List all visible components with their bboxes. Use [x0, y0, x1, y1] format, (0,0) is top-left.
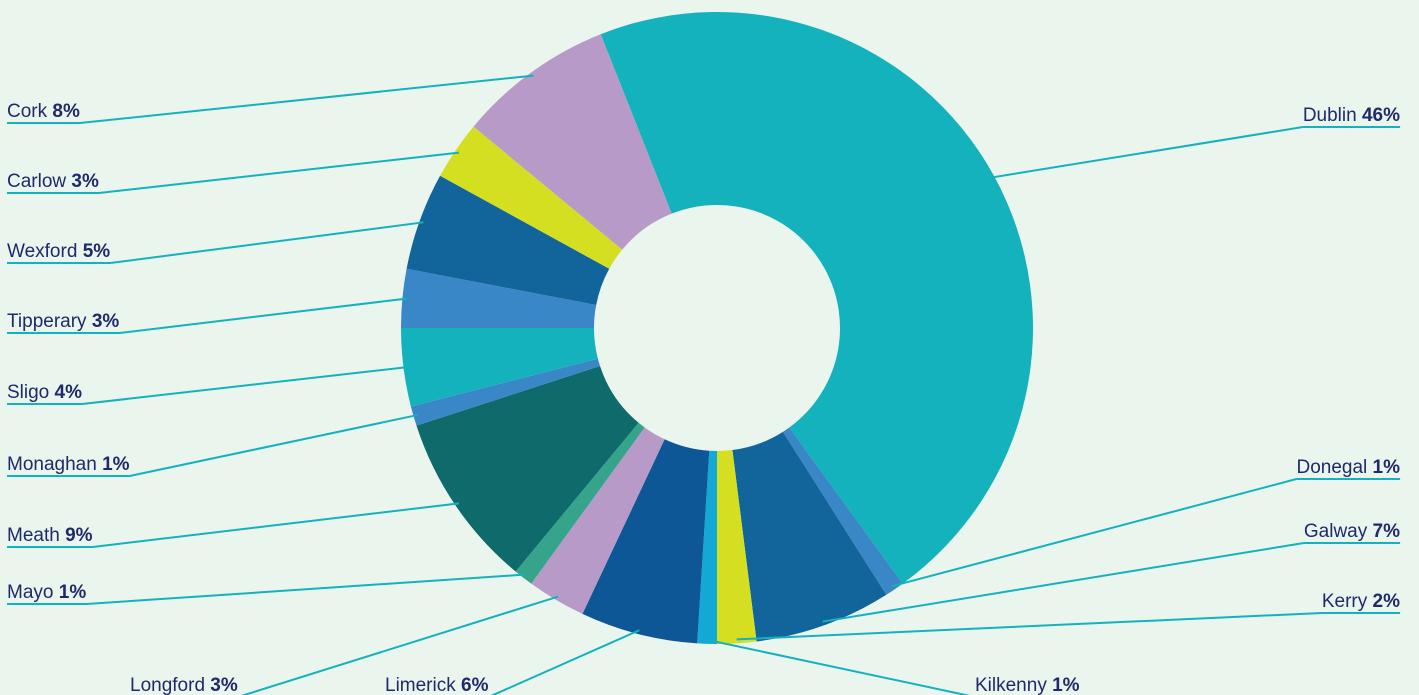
- slice-label: Donegal 1%: [1296, 457, 1400, 478]
- leader-line: [990, 126, 1401, 179]
- leader-line: [892, 478, 1401, 588]
- donut-segment: [732, 431, 887, 642]
- leader-line: [7, 502, 460, 549]
- slice-name: Tipperary: [7, 311, 87, 332]
- slice-value: 5%: [83, 241, 111, 262]
- leader-line: [7, 297, 407, 335]
- slice-name: Kerry: [1322, 591, 1368, 612]
- donut-segment: [406, 175, 610, 305]
- donut-segment: [416, 366, 639, 572]
- slice-label: Limerick 6%: [385, 675, 489, 695]
- slice-value: 2%: [1373, 591, 1401, 612]
- slice-label: Carlow 3%: [7, 171, 99, 192]
- slice-value: 8%: [52, 101, 80, 122]
- slice-label: Dublin 46%: [1303, 105, 1400, 126]
- slice-value: 1%: [102, 454, 130, 475]
- slice-value: 9%: [65, 525, 93, 546]
- slice-name: Carlow: [7, 171, 66, 192]
- slice-label: Meath 9%: [7, 525, 93, 546]
- slice-name: Dublin: [1303, 105, 1357, 126]
- slice-name: Limerick: [385, 675, 456, 695]
- slice-name: Meath: [7, 525, 60, 546]
- donut-segment: [401, 268, 597, 328]
- donut-segment: [582, 439, 710, 644]
- donut-segment: [473, 34, 672, 250]
- slice-name: Monaghan: [7, 454, 97, 475]
- slice-name: Cork: [7, 101, 48, 122]
- slice-label: Galway 7%: [1304, 521, 1400, 542]
- slice-value: 1%: [1373, 457, 1401, 478]
- slice-value: 3%: [92, 311, 120, 332]
- slice-name: Galway: [1304, 521, 1368, 542]
- donut-segment: [401, 328, 598, 407]
- slice-name: Longford: [130, 675, 205, 695]
- leader-line: [822, 542, 1401, 623]
- slice-name: Donegal: [1296, 457, 1367, 478]
- leader-line: [736, 612, 1401, 641]
- donut-segment: [697, 450, 717, 644]
- donut-segment: [515, 422, 645, 584]
- donut-segment: [531, 427, 665, 614]
- leader-line: [7, 414, 418, 478]
- leader-line: [7, 151, 460, 195]
- slice-value: 1%: [59, 582, 87, 603]
- slice-label: Kilkenny 1%: [975, 675, 1080, 695]
- leader-line: [7, 366, 408, 406]
- slice-value: 7%: [1373, 521, 1401, 542]
- slice-value: 46%: [1362, 105, 1400, 126]
- slice-label: Mayo 1%: [7, 582, 86, 603]
- slice-label: Tipperary 3%: [7, 311, 119, 332]
- slice-label: Cork 8%: [7, 101, 80, 122]
- slice-value: 4%: [55, 382, 83, 403]
- leader-line: [7, 74, 534, 125]
- slice-value: 6%: [461, 675, 489, 695]
- leader-line: [490, 629, 640, 695]
- leader-line: [7, 221, 424, 265]
- slice-value: 3%: [210, 675, 238, 695]
- donut-segment: [440, 126, 623, 269]
- leader-line: [240, 595, 559, 695]
- donut-segment: [600, 12, 1033, 584]
- slice-value: 1%: [1052, 675, 1080, 695]
- leader-line: [706, 638, 971, 695]
- slice-label: Sligo 4%: [7, 382, 82, 403]
- slice-label: Kerry 2%: [1322, 591, 1400, 612]
- slice-name: Kilkenny: [975, 675, 1047, 695]
- slice-label: Monaghan 1%: [7, 454, 130, 475]
- slice-label: Longford 3%: [130, 675, 238, 695]
- slice-label: Wexford 5%: [7, 241, 110, 262]
- leader-line: [7, 573, 526, 606]
- slice-name: Mayo: [7, 582, 53, 603]
- slice-value: 3%: [71, 171, 99, 192]
- slice-name: Wexford: [7, 241, 77, 262]
- slice-name: Sligo: [7, 382, 49, 403]
- donut-segment: [717, 450, 757, 644]
- donut-segment: [410, 358, 601, 426]
- donut-segment: [782, 427, 903, 595]
